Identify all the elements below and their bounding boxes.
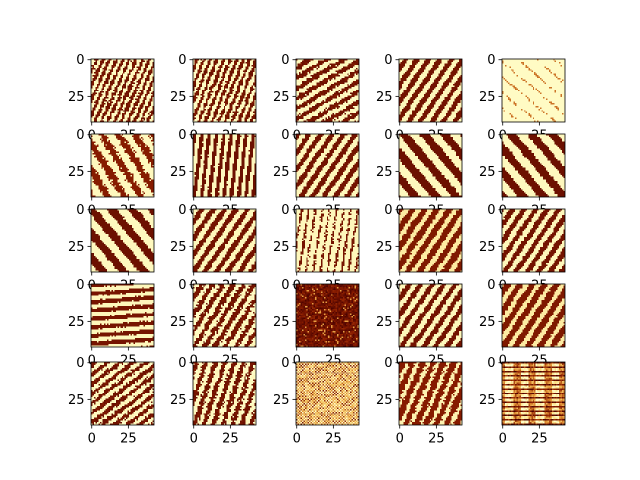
y-tick-label: 25: [170, 165, 187, 180]
x-tick-label: 25: [531, 432, 548, 447]
x-tick-label: 25: [428, 432, 445, 447]
y-tick-label: 0: [487, 203, 495, 218]
y-tick-label: 0: [178, 128, 186, 143]
heatmap-image: [502, 209, 565, 272]
y-tick-label: 25: [376, 165, 393, 180]
y-tick-label: 0: [178, 278, 186, 293]
heatmap-image: [91, 209, 154, 272]
x-tick-label: 25: [120, 432, 137, 447]
y-tick-label: 0: [178, 203, 186, 218]
y-tick-label: 25: [170, 240, 187, 255]
x-tick-label: 0: [88, 432, 96, 447]
heatmap-image: [296, 362, 359, 425]
y-tick-label: 0: [487, 356, 495, 371]
subplot-r5-c2: 0 25 0 25: [170, 356, 256, 446]
y-tick-label: 0: [76, 203, 84, 218]
y-tick-label: 0: [76, 128, 84, 143]
y-tick-label: 0: [281, 203, 289, 218]
subplot-r5-c3: 0 25 0 25: [273, 356, 359, 446]
heatmap-image: [193, 209, 256, 272]
y-tick-label: 0: [487, 278, 495, 293]
heatmap-image: [296, 284, 359, 347]
y-tick-label: 25: [479, 240, 496, 255]
y-tick-label: 25: [170, 393, 187, 408]
y-tick-label: 25: [376, 90, 393, 105]
y-tick-label: 25: [376, 315, 393, 330]
x-tick-label: 0: [293, 432, 301, 447]
x-tick-label: 0: [396, 432, 404, 447]
heatmap-image: [296, 209, 359, 272]
heatmap-image: [193, 134, 256, 197]
heatmap-image: [91, 362, 154, 425]
x-tick-label: 25: [325, 432, 342, 447]
y-tick-label: 0: [178, 53, 186, 68]
heatmap-image: [193, 362, 256, 425]
y-tick-label: 0: [178, 356, 186, 371]
y-tick-label: 25: [273, 90, 290, 105]
y-tick-label: 0: [76, 53, 84, 68]
heatmap-image: [296, 134, 359, 197]
y-tick-label: 25: [479, 165, 496, 180]
y-tick-label: 0: [384, 53, 392, 68]
y-tick-label: 25: [170, 315, 187, 330]
heatmap-image: [399, 209, 462, 272]
heatmap-image: [399, 284, 462, 347]
heatmap-image: [399, 134, 462, 197]
y-tick-label: 0: [384, 203, 392, 218]
y-tick-label: 25: [68, 240, 85, 255]
heatmap-image: [399, 59, 462, 122]
heatmap-image: [193, 284, 256, 347]
heatmap-image: [91, 134, 154, 197]
y-tick-label: 25: [376, 393, 393, 408]
y-tick-label: 0: [281, 356, 289, 371]
y-tick-label: 25: [273, 315, 290, 330]
subplot-r5-c5: 0 25 0 25: [479, 356, 565, 446]
x-tick-label: 0: [499, 432, 507, 447]
heatmap-image: [502, 134, 565, 197]
y-tick-label: 25: [273, 240, 290, 255]
y-tick-label: 0: [281, 53, 289, 68]
y-tick-label: 25: [273, 393, 290, 408]
y-tick-label: 25: [68, 165, 85, 180]
y-tick-label: 0: [76, 278, 84, 293]
y-tick-label: 25: [479, 393, 496, 408]
heatmap-image: [193, 59, 256, 122]
heatmap-image: [91, 59, 154, 122]
y-tick-label: 25: [273, 165, 290, 180]
y-tick-label: 25: [170, 90, 187, 105]
heatmap-image: [399, 362, 462, 425]
subplot-r5-c1: 0 25 0 25: [68, 356, 154, 446]
y-tick-label: 0: [384, 278, 392, 293]
heatmap-image: [502, 59, 565, 122]
y-tick-label: 0: [281, 128, 289, 143]
y-tick-label: 25: [479, 90, 496, 105]
y-tick-label: 0: [281, 278, 289, 293]
y-tick-label: 25: [68, 393, 85, 408]
heatmap-image: [502, 284, 565, 347]
x-tick-label: 25: [222, 432, 239, 447]
y-tick-label: 0: [384, 356, 392, 371]
y-tick-label: 0: [384, 128, 392, 143]
y-tick-label: 0: [487, 53, 495, 68]
y-tick-label: 25: [376, 240, 393, 255]
subplot-r5-c4: 0 25 0 25: [376, 356, 462, 446]
heatmap-image: [296, 59, 359, 122]
heatmap-image: [502, 362, 565, 425]
heatmap-image: [91, 284, 154, 347]
y-tick-label: 25: [68, 90, 85, 105]
y-tick-label: 25: [479, 315, 496, 330]
y-tick-label: 0: [487, 128, 495, 143]
y-tick-label: 25: [68, 315, 85, 330]
x-tick-label: 0: [190, 432, 198, 447]
y-tick-label: 0: [76, 356, 84, 371]
